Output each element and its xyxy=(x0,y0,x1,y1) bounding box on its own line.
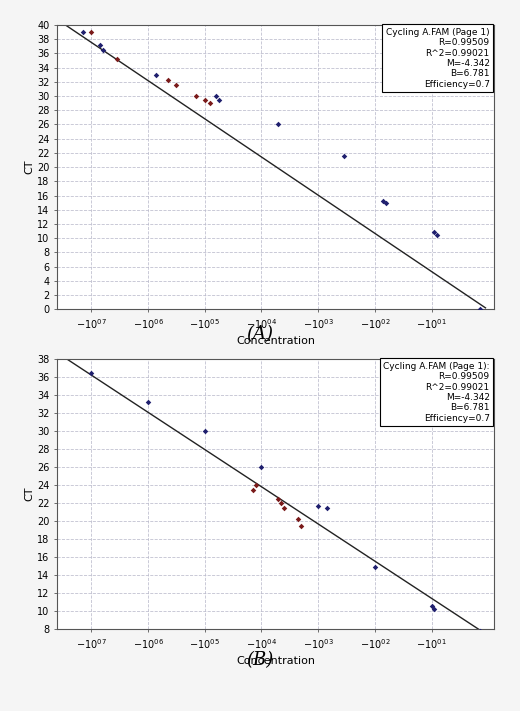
Point xyxy=(322,502,331,513)
Point xyxy=(274,119,282,130)
Text: (B): (B) xyxy=(246,651,274,669)
Point xyxy=(371,562,379,573)
X-axis label: Concentration: Concentration xyxy=(236,656,315,666)
Text: Cycling A.FAM (Page 1):
R=0.99509
R^2=0.99021
M=-4.342
B=6.781
Efficiency=0.7: Cycling A.FAM (Page 1): R=0.99509 R^2=0.… xyxy=(383,362,490,423)
Point xyxy=(427,600,436,611)
Point xyxy=(212,90,220,102)
Point xyxy=(476,304,484,315)
Point xyxy=(79,26,87,38)
Text: Cycling A.FAM (Page 1)
R=0.99509
R^2=0.99021
M=-4.342
B=6.781
Efficiency=0.7: Cycling A.FAM (Page 1) R=0.99509 R^2=0.9… xyxy=(386,28,490,89)
Point xyxy=(314,500,322,511)
Text: (A): (A) xyxy=(246,325,274,343)
Point xyxy=(280,502,288,513)
Point xyxy=(98,44,107,55)
Y-axis label: CT: CT xyxy=(24,487,34,501)
Point xyxy=(192,90,200,102)
Point xyxy=(152,69,161,80)
Y-axis label: CT: CT xyxy=(24,160,34,174)
Point xyxy=(172,80,180,91)
Point xyxy=(144,397,152,408)
Point xyxy=(430,227,438,238)
Point xyxy=(215,94,223,105)
Point xyxy=(297,520,305,531)
Point xyxy=(257,461,266,473)
Point xyxy=(113,53,121,65)
Point xyxy=(433,229,441,240)
Point xyxy=(201,94,209,105)
Point xyxy=(201,425,209,437)
Point xyxy=(294,513,303,525)
X-axis label: Concentration: Concentration xyxy=(236,336,315,346)
Point xyxy=(96,39,104,50)
Point xyxy=(87,26,95,38)
Point xyxy=(430,603,438,614)
Point xyxy=(274,493,282,504)
Point xyxy=(340,151,348,162)
Point xyxy=(277,498,285,509)
Point xyxy=(252,479,260,491)
Point xyxy=(206,97,215,109)
Point xyxy=(476,626,484,637)
Point xyxy=(164,75,172,86)
Point xyxy=(249,484,257,496)
Point xyxy=(87,367,95,378)
Point xyxy=(382,197,391,208)
Point xyxy=(379,196,387,207)
